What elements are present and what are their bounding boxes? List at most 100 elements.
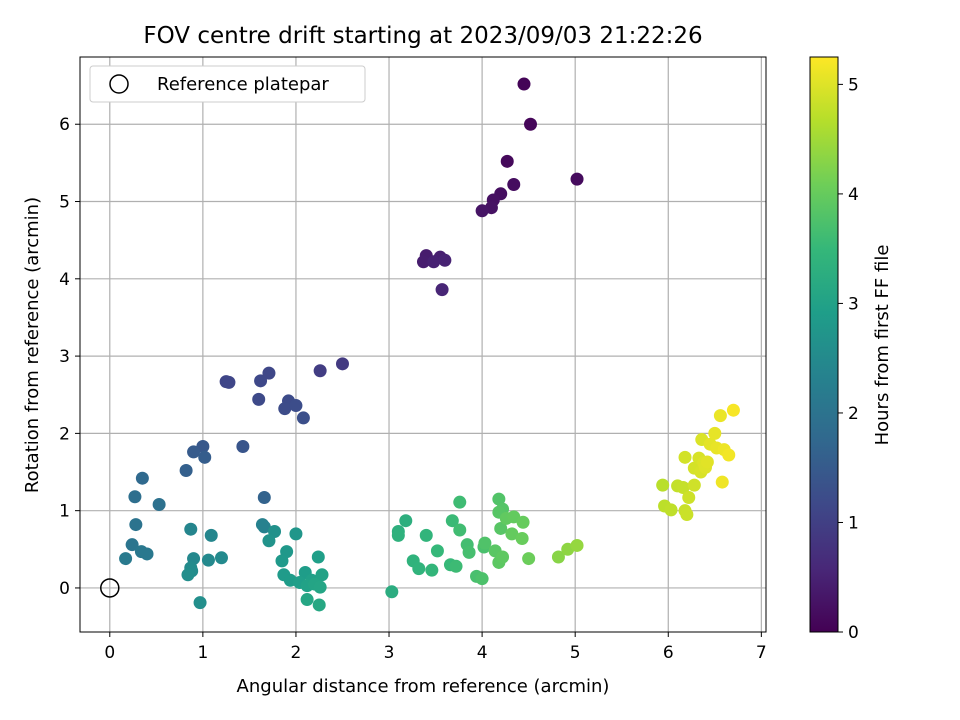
legend: Reference platepar xyxy=(89,65,366,103)
data-point xyxy=(262,366,276,380)
data-point xyxy=(198,450,212,464)
data-point xyxy=(184,522,198,536)
data-point xyxy=(515,531,529,545)
y-tick-label: 6 xyxy=(59,115,70,135)
chart-title: FOV centre drift starting at 2023/09/03 … xyxy=(143,23,702,49)
data-point xyxy=(300,593,314,607)
data-point xyxy=(676,480,690,494)
data-point xyxy=(416,255,430,269)
data-point xyxy=(445,514,459,528)
data-point xyxy=(313,580,327,594)
data-point xyxy=(449,559,463,573)
data-point xyxy=(214,551,228,565)
data-point xyxy=(427,255,441,269)
data-point xyxy=(152,497,166,511)
y-tick-label: 1 xyxy=(59,502,70,522)
data-point xyxy=(275,554,289,568)
data-point xyxy=(435,283,449,297)
y-tick-label: 3 xyxy=(59,347,70,367)
data-point xyxy=(187,445,201,459)
data-point xyxy=(522,552,536,566)
data-point xyxy=(201,553,215,567)
data-point xyxy=(419,528,433,542)
data-point xyxy=(252,392,266,406)
data-point xyxy=(551,550,565,564)
data-point xyxy=(726,403,740,417)
x-axis-label: Angular distance from reference (arcmin) xyxy=(237,676,610,697)
data-point xyxy=(391,528,405,542)
data-point xyxy=(128,490,142,504)
data-point xyxy=(687,478,701,492)
data-point xyxy=(412,562,426,576)
data-point xyxy=(478,536,492,550)
data-point xyxy=(254,374,268,388)
data-point xyxy=(492,492,506,506)
data-point xyxy=(682,491,696,505)
data-point xyxy=(708,426,722,440)
data-point xyxy=(678,450,692,464)
colorbar-tick-label: 4 xyxy=(848,185,859,205)
data-point xyxy=(315,568,329,582)
data-point xyxy=(475,204,489,218)
data-point xyxy=(496,550,510,564)
colorbar-tick-label: 0 xyxy=(848,623,859,643)
reference-platepar-marker xyxy=(100,578,120,598)
data-point xyxy=(438,253,452,267)
data-point xyxy=(453,523,467,537)
plot-area-frame xyxy=(79,56,767,633)
data-point xyxy=(656,478,670,492)
data-point xyxy=(313,364,327,378)
colorbar xyxy=(809,56,839,633)
y-tick-label: 5 xyxy=(59,193,70,213)
legend-box xyxy=(89,65,366,103)
data-point xyxy=(129,518,143,532)
colorbar-tick-label: 1 xyxy=(848,513,859,533)
data-point xyxy=(570,538,584,552)
y-tick-label: 2 xyxy=(59,424,70,444)
legend-reference-label: Reference platepar xyxy=(157,74,329,95)
data-point xyxy=(262,534,276,548)
x-tick-label: 7 xyxy=(756,643,767,663)
x-tick-label: 0 xyxy=(104,643,115,663)
data-point xyxy=(507,178,521,192)
data-point xyxy=(500,154,514,168)
colorbar-tick-label: 2 xyxy=(848,404,859,424)
data-point xyxy=(570,172,584,186)
data-point xyxy=(713,409,727,423)
data-point xyxy=(257,491,271,505)
data-point xyxy=(312,598,326,612)
data-point xyxy=(475,572,489,586)
colorbar-tick-label: 5 xyxy=(848,75,859,95)
data-point xyxy=(140,547,154,561)
data-point xyxy=(524,117,538,131)
data-point xyxy=(385,585,399,599)
data-point xyxy=(125,538,139,552)
data-point xyxy=(430,544,444,558)
colorbar-tick-label: 3 xyxy=(848,294,859,314)
data-point xyxy=(289,399,303,413)
y-axis-label: Rotation from reference (arcmin) xyxy=(22,197,43,493)
data-point xyxy=(204,528,218,542)
data-point xyxy=(222,375,236,389)
y-tick-label: 0 xyxy=(59,579,70,599)
x-tick-label: 6 xyxy=(663,643,674,663)
data-point xyxy=(179,463,193,477)
data-point xyxy=(236,440,250,454)
data-point xyxy=(425,563,439,577)
x-tick-label: 3 xyxy=(384,643,395,663)
data-point xyxy=(257,520,271,534)
data-point xyxy=(119,552,133,566)
data-point xyxy=(700,455,714,469)
data-point xyxy=(453,495,467,509)
data-point xyxy=(311,550,325,564)
x-tick-label: 5 xyxy=(570,643,581,663)
data-point xyxy=(715,475,729,489)
y-tick-label: 4 xyxy=(59,270,70,290)
colorbar-label: Hours from first FF file xyxy=(872,245,893,446)
x-tick-label: 1 xyxy=(197,643,208,663)
data-point xyxy=(335,357,349,371)
data-point xyxy=(181,568,195,582)
data-point xyxy=(135,471,149,485)
data-point xyxy=(278,402,292,416)
